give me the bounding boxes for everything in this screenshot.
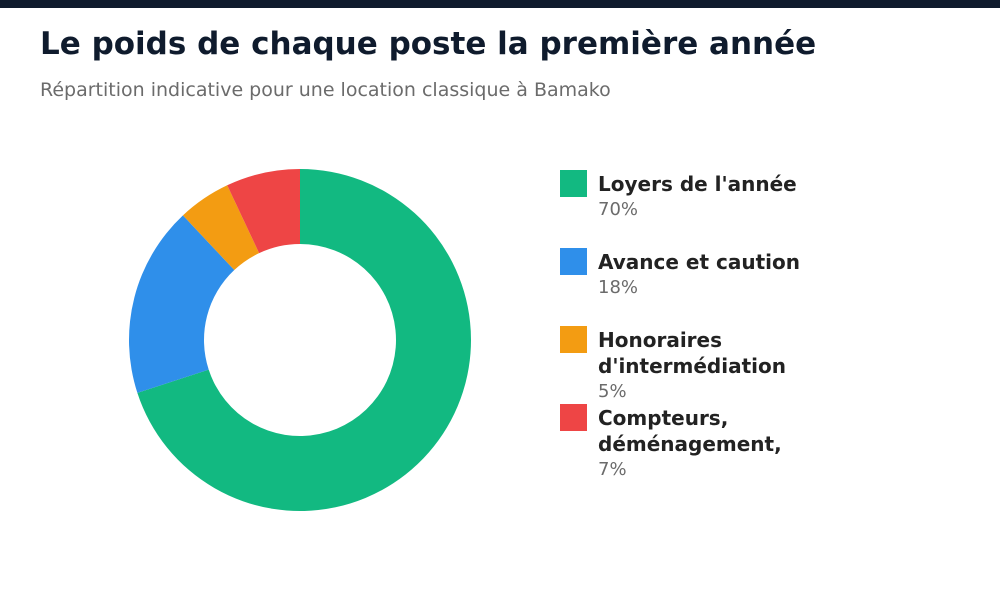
- donut-slice: [129, 215, 235, 393]
- legend-label: Compteurs, déménagement,: [598, 406, 782, 456]
- donut-slice: [227, 169, 300, 254]
- chart-subtitle: Répartition indicative pour une location…: [40, 79, 611, 101]
- legend-value: 70%: [598, 199, 639, 220]
- donut-slice: [182, 185, 260, 271]
- chart-title: Le poids de chaque poste la première ann…: [40, 26, 817, 62]
- legend-label: Avance et caution: [598, 250, 800, 274]
- top-accent-bar: [0, 0, 1000, 8]
- legend-swatch: [560, 326, 587, 353]
- legend-label: Honoraires d'intermédiation: [598, 328, 786, 378]
- donut-slice: [137, 169, 472, 511]
- legend-label: Loyers de l'année: [598, 172, 797, 196]
- legend-swatch: [560, 248, 587, 275]
- legend-swatch: [560, 170, 587, 197]
- legend-value: 7%: [598, 459, 627, 480]
- legend-value: 18%: [598, 277, 639, 298]
- legend-value: 5%: [598, 381, 627, 402]
- legend-swatch: [560, 404, 587, 431]
